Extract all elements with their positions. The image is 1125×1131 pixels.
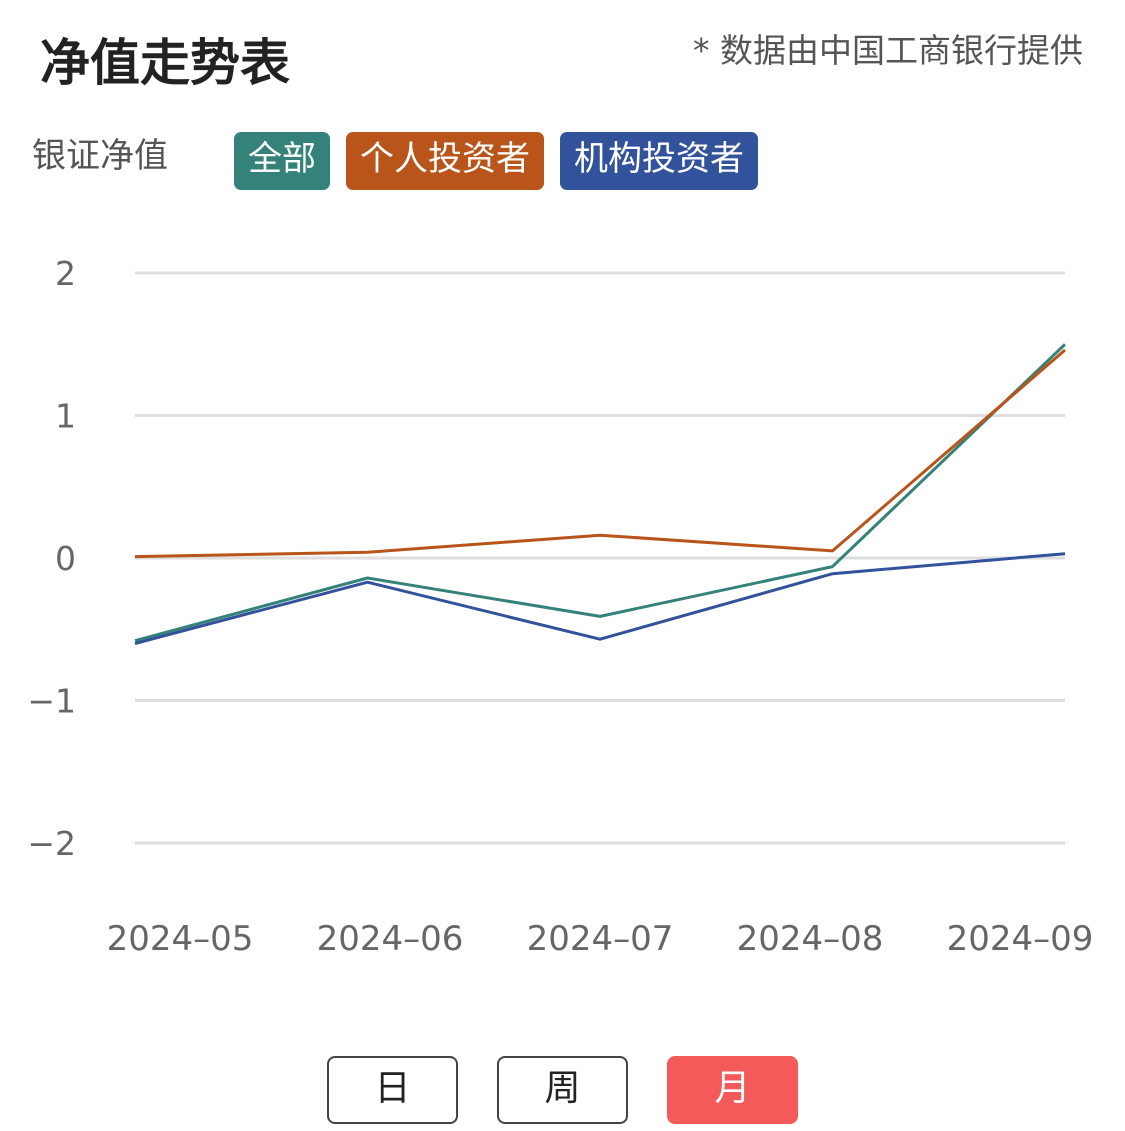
x-tick-label: 2024–05: [107, 919, 254, 959]
investor-filter-group: 全部 个人投资者 机构投资者: [234, 132, 758, 190]
grid-lines: [135, 271, 1065, 845]
period-selector: 日 周 月: [327, 1056, 798, 1124]
series-lines: [134, 343, 1067, 645]
y-tick-label: −2: [27, 824, 76, 863]
y-tick-label: 1: [55, 397, 76, 436]
period-week-button[interactable]: 周: [497, 1056, 628, 1124]
y-axis-ticks: 2 1 0 −1 −2: [27, 254, 76, 863]
data-source-note: * 数据由中国工商银行提供: [693, 31, 1083, 70]
x-tick-label: 2024–08: [737, 919, 884, 959]
period-month-button[interactable]: 月: [667, 1056, 798, 1124]
period-day-button[interactable]: 日: [327, 1056, 458, 1124]
x-axis-ticks: 2024–05 2024–06 2024–07 2024–08 2024–09: [107, 919, 1094, 959]
metric-label: 银证净值: [32, 136, 168, 176]
series-line-0: [134, 343, 1067, 643]
filter-institution-button[interactable]: 机构投资者: [560, 132, 758, 190]
series-line-1: [134, 348, 1066, 559]
x-tick-label: 2024–07: [527, 919, 674, 959]
page-title: 净值走势表: [40, 34, 290, 92]
filter-all-button[interactable]: 全部: [234, 132, 330, 190]
x-tick-label: 2024–06: [317, 919, 464, 959]
series-line-2: [134, 552, 1066, 645]
y-tick-label: 0: [55, 539, 76, 578]
x-tick-label: 2024–09: [947, 919, 1094, 959]
y-tick-label: 2: [55, 254, 76, 293]
filter-individual-button[interactable]: 个人投资者: [346, 132, 544, 190]
y-tick-label: −1: [27, 682, 76, 721]
net-value-line-chart: 210−1−2 2024–05 2024–06 2024–07 2024–08 2024…: [27, 254, 1094, 959]
